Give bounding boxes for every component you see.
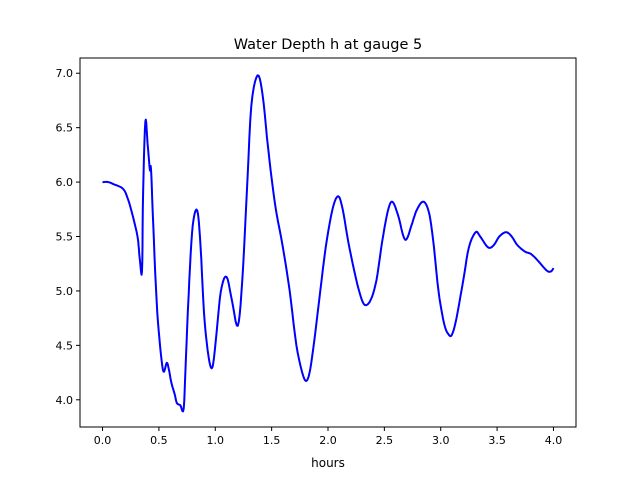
- plot-frame: [79, 57, 577, 428]
- y-tick-label: 4.5: [56, 339, 74, 352]
- y-tick-label: 5.5: [56, 231, 74, 244]
- x-tick-label: 2.5: [376, 434, 394, 447]
- series-line-h: [102, 74, 555, 413]
- x-axis-label: hours: [311, 456, 345, 470]
- x-tick-label: 1.0: [207, 434, 225, 447]
- y-tick-label: 6.5: [56, 122, 74, 135]
- x-tick-label: 0.5: [150, 434, 168, 447]
- x-tick-label: 2.0: [319, 434, 337, 447]
- y-tick-label: 4.0: [56, 394, 74, 407]
- y-tick-label: 7.0: [56, 67, 74, 80]
- x-tick-label: 3.0: [432, 434, 450, 447]
- chart-title: Water Depth h at gauge 5: [234, 37, 422, 53]
- x-tick-label: 1.5: [263, 434, 281, 447]
- x-tick-label: 3.5: [488, 434, 506, 447]
- x-tick-label: 0.0: [94, 434, 112, 447]
- x-tick-label: 4.0: [545, 434, 563, 447]
- y-tick-label: 5.0: [56, 285, 74, 298]
- y-tick-label: 6.0: [56, 176, 74, 189]
